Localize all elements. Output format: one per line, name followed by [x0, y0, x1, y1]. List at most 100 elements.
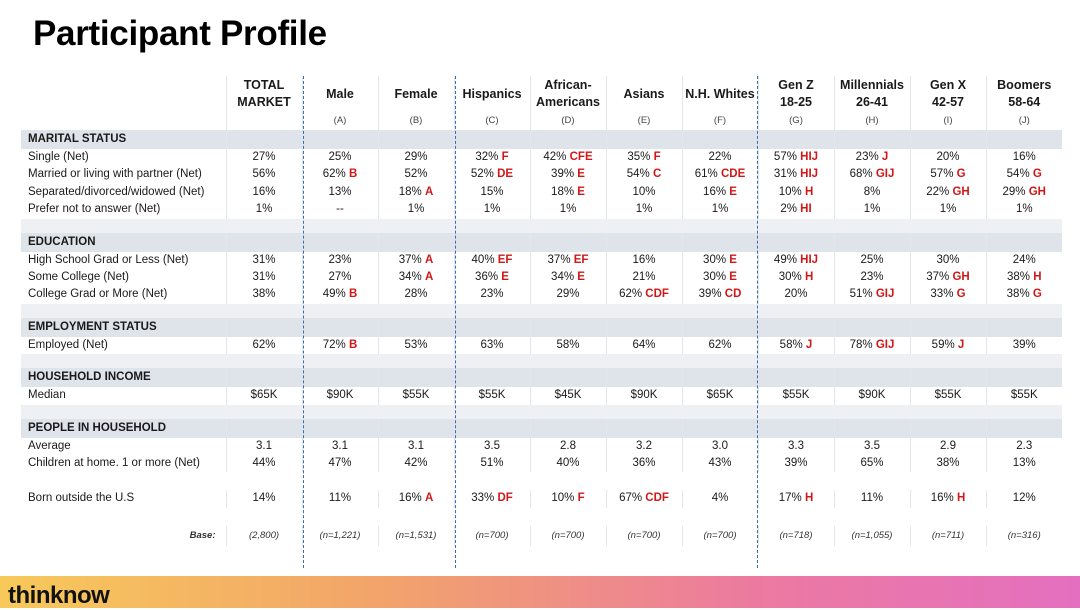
value-cell: 27%: [225, 149, 302, 167]
spacer-cell: [226, 218, 302, 233]
value-cell: 42%: [377, 455, 454, 473]
value-cell: 36% E: [453, 269, 530, 287]
value-cell: 3.5: [453, 437, 530, 456]
spacer-cell: [910, 472, 986, 491]
value-cell: 16%: [985, 149, 1062, 167]
column-letter: (A): [301, 112, 378, 130]
spacer-cell: [302, 218, 378, 233]
value-cell: 49% HIJ: [757, 251, 834, 270]
cell-value: 29%: [404, 151, 428, 163]
value-cell: 30% E: [681, 269, 758, 287]
section-fill: [757, 317, 834, 337]
value-cell: 39% CD: [681, 286, 758, 304]
footer-bar: [0, 576, 1080, 608]
column-header: Boomers 58-64: [985, 76, 1062, 112]
cell-value: 54%: [1006, 168, 1030, 181]
value-cell: 22%: [681, 149, 758, 167]
section-fill: [377, 232, 454, 252]
value-cell: 37% A: [377, 251, 454, 270]
value-cell: 8%: [833, 183, 910, 202]
value-cell: 23%: [301, 251, 378, 270]
section-header: PEOPLE IN HOUSEHOLD: [21, 418, 1062, 438]
value-cell: 30%: [909, 251, 986, 270]
cell-value: 57%: [930, 168, 954, 181]
significance-letters: E: [729, 253, 737, 266]
significance-letters: J: [881, 151, 889, 163]
value-cell: 51% GIJ: [833, 286, 910, 304]
spacer-cell: [606, 303, 682, 318]
section-fill: [377, 130, 454, 149]
spacer-cell: [530, 218, 606, 233]
section-fill: [301, 368, 378, 388]
value-cell: 11%: [833, 490, 910, 508]
section-spacer: [21, 354, 1062, 369]
significance-letters: H: [804, 492, 814, 505]
cell-value: $90K: [858, 389, 886, 402]
cell-value: 16%: [632, 253, 656, 266]
cell-value: 10%: [778, 185, 802, 198]
cell-value: 37%: [926, 271, 950, 284]
row-label: Single (Net): [28, 151, 89, 163]
section-title: HOUSEHOLD INCOME: [21, 368, 226, 388]
spacer-cell: [302, 303, 378, 318]
value-cell: 56%: [225, 166, 302, 184]
cell-value: 3.0: [712, 439, 728, 452]
cell-value: 1%: [559, 203, 577, 216]
spacer-cell: [910, 507, 986, 526]
significance-letters: G: [1032, 288, 1042, 301]
spacer-cell: [758, 354, 834, 369]
base-value: (n=700): [453, 525, 530, 546]
spacer-cell: [606, 404, 682, 419]
cell-value: $55K: [1010, 389, 1038, 402]
section-header: EMPLOYMENT STATUS: [21, 317, 1062, 337]
section-fill: [757, 368, 834, 388]
cell-value: 35%: [627, 151, 651, 163]
cell-value: 2.3: [1016, 439, 1033, 452]
significance-letters: C: [652, 168, 662, 181]
value-cell: 16% E: [681, 183, 758, 202]
section-fill: [605, 232, 682, 252]
value-cell: 58%: [529, 336, 606, 355]
cell-value: 22%: [708, 151, 732, 163]
value-cell: 3.2: [605, 437, 682, 456]
significance-letters: B: [348, 168, 358, 181]
spacer-cell: [682, 218, 758, 233]
significance-letters: H: [804, 271, 814, 284]
section-spacer: [21, 472, 1062, 491]
row-label: Some College (Net): [28, 271, 129, 284]
section-fill: [681, 317, 758, 337]
value-cell: 15%: [453, 183, 530, 202]
cell-value: 34%: [551, 271, 575, 284]
value-cell: 25%: [833, 251, 910, 270]
cell-value: 15%: [480, 185, 504, 198]
significance-letters: HIJ: [800, 168, 819, 181]
cell-value: 58%: [779, 338, 803, 351]
value-cell: 32% F: [453, 149, 530, 167]
base-value: (n=316): [985, 525, 1062, 546]
cell-value: 23%: [855, 151, 879, 163]
cell-value: 31%: [252, 253, 276, 266]
value-cell: 65%: [833, 455, 910, 473]
data-row: Employed (Net) 62% 72% B 53% 63% 58% 64% 62% 58%…: [21, 336, 1062, 355]
cell-value: 67%: [619, 492, 643, 505]
column-header: Female: [377, 76, 454, 112]
spacer-cell: [378, 472, 454, 491]
spacer-cell: [606, 354, 682, 369]
cell-value: 62%: [252, 338, 276, 351]
cell-value: $55K: [934, 389, 962, 402]
value-cell: $90K: [301, 387, 378, 405]
row-label: Average: [28, 439, 71, 452]
value-cell: 34% E: [529, 269, 606, 287]
value-cell: 36%: [605, 455, 682, 473]
column-letter: (H): [833, 112, 910, 130]
spacer-cell: [302, 507, 378, 526]
data-row: Single (Net) 27% 25% 29% 32% F 42% CFE 35% F 22…: [21, 149, 1062, 167]
spacer-cell: [21, 218, 226, 233]
spacer-cell: [530, 404, 606, 419]
value-cell: 16% A: [377, 490, 454, 508]
section-fill: [301, 232, 378, 252]
row-label: Employed (Net): [28, 338, 108, 351]
data-row: Median $65K $90K $55K $55K $45K $90K $65K $55K $9…: [21, 387, 1062, 405]
value-cell: $90K: [833, 387, 910, 405]
cell-value: 1%: [939, 203, 957, 216]
